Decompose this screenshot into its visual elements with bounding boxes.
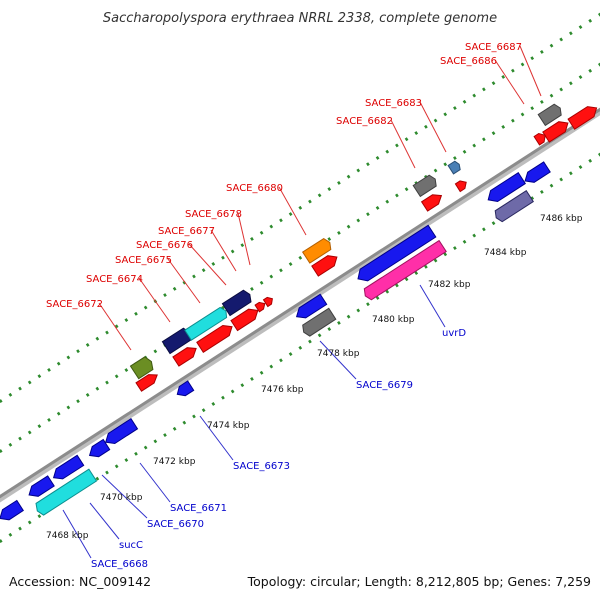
gene-label-forward[interactable]: SACE_6674 bbox=[86, 274, 143, 285]
gene-feature-sace-6679[interactable] bbox=[302, 307, 337, 337]
gene-feature-red[interactable] bbox=[254, 301, 266, 313]
gene-label-forward[interactable]: SACE_6683 bbox=[365, 98, 422, 109]
leader-line bbox=[167, 258, 201, 304]
gene-feature-blue[interactable] bbox=[357, 224, 437, 282]
tick-label: 7470 kbp bbox=[100, 493, 143, 503]
tick-label: 7482 kbp bbox=[428, 280, 471, 290]
gene-label-reverse[interactable]: SACE_6679 bbox=[356, 380, 413, 391]
gene-feature-sace-6673[interactable] bbox=[176, 380, 195, 397]
gene-label-forward[interactable]: SACE_6686 bbox=[440, 56, 497, 67]
gene-label-reverse[interactable]: SACE_6670 bbox=[147, 519, 204, 530]
leader-line bbox=[101, 474, 148, 519]
gene-feature-sace-6687[interactable] bbox=[537, 103, 562, 127]
leader-line bbox=[89, 502, 120, 540]
gene-feature-sace-6680[interactable] bbox=[302, 238, 332, 264]
gene-feature-succ[interactable] bbox=[35, 468, 98, 516]
gene-feature-sace-6672[interactable] bbox=[129, 356, 154, 380]
gene-label-forward[interactable]: SACE_6678 bbox=[185, 209, 242, 220]
gene-feature-red[interactable] bbox=[135, 374, 158, 392]
leader-line bbox=[519, 45, 542, 97]
gene-feature-blue[interactable] bbox=[88, 438, 111, 458]
gene-feature-blue[interactable] bbox=[524, 161, 551, 183]
gene-feature-sace-6682[interactable] bbox=[412, 174, 437, 198]
leader-line bbox=[139, 462, 171, 503]
genome-title: Saccharopolyspora erythraea NRRL 2338, c… bbox=[103, 11, 497, 26]
gene-feature-red[interactable] bbox=[567, 106, 598, 130]
gene-label-forward[interactable]: SACE_6677 bbox=[158, 226, 215, 237]
gene-label-forward[interactable]: SACE_6680 bbox=[226, 183, 283, 194]
leader-line bbox=[210, 229, 237, 272]
gene-feature-blue[interactable] bbox=[0, 499, 24, 521]
gene-feature-red[interactable] bbox=[262, 296, 273, 308]
gene-label-forward[interactable]: SACE_6672 bbox=[46, 299, 103, 310]
leader-line-layer bbox=[62, 45, 542, 559]
gene-label-reverse[interactable]: SACE_6673 bbox=[233, 461, 290, 472]
dotted-track-layer bbox=[0, 12, 600, 544]
tick-label: 7480 kbp bbox=[372, 315, 415, 325]
leader-line bbox=[98, 302, 132, 351]
gene-feature-red[interactable] bbox=[542, 121, 569, 143]
gene-feature-red[interactable] bbox=[172, 347, 197, 367]
gene-label-forward[interactable]: SACE_6687 bbox=[465, 42, 522, 53]
tick-label: 7484 kbp bbox=[484, 248, 527, 258]
gene-label-forward[interactable]: SACE_6682 bbox=[336, 116, 393, 127]
tick-label: 7474 kbp bbox=[207, 421, 250, 431]
gene-label-reverse[interactable]: SACE_6671 bbox=[170, 503, 227, 514]
leader-line bbox=[62, 509, 92, 559]
gene-feature-red[interactable] bbox=[454, 180, 467, 193]
leader-line bbox=[319, 340, 357, 380]
gene-feature-uvrd[interactable] bbox=[363, 239, 447, 301]
accession-text: Accession: NC_009142 bbox=[9, 574, 151, 589]
leader-line bbox=[199, 415, 234, 461]
feature-layer bbox=[0, 103, 598, 521]
leader-line bbox=[419, 284, 446, 328]
gene-feature-red[interactable] bbox=[230, 308, 259, 332]
gene-feature-blue[interactable] bbox=[105, 418, 139, 445]
gene-feature-red[interactable] bbox=[311, 255, 338, 277]
gene-feature-blue[interactable] bbox=[295, 293, 328, 319]
dotted-track-reverse bbox=[0, 152, 600, 544]
gene-feature-blue[interactable] bbox=[28, 475, 55, 497]
genome-backbone bbox=[0, 107, 600, 499]
dotted-track-forward bbox=[0, 62, 600, 454]
gene-label-forward[interactable]: SACE_6676 bbox=[136, 240, 193, 251]
gene-feature-red[interactable] bbox=[533, 132, 546, 146]
gene-label-forward[interactable]: SACE_6675 bbox=[115, 255, 172, 266]
gene-label-reverse[interactable]: sucC bbox=[119, 540, 143, 551]
gene-feature-navy[interactable] bbox=[221, 289, 252, 317]
tick-label-layer: 7468 kbp 7470 kbp 7472 kbp 7474 kbp 7476 kbp… bbox=[46, 214, 583, 541]
tick-label: 7476 kbp bbox=[261, 385, 304, 395]
leader-line bbox=[237, 212, 251, 266]
leader-line bbox=[278, 186, 307, 236]
gene-feature-sace-6683[interactable] bbox=[447, 160, 461, 175]
gene-label-reverse[interactable]: uvrD bbox=[442, 328, 466, 339]
dotted-track-outer bbox=[0, 12, 600, 404]
backbone-layer bbox=[0, 107, 600, 503]
gene-label-reverse[interactable]: SACE_6668 bbox=[91, 559, 148, 570]
gene-feature-blue[interactable] bbox=[487, 172, 526, 203]
tick-label: 7472 kbp bbox=[153, 457, 196, 467]
tick-label: 7486 kbp bbox=[540, 214, 583, 224]
gene-feature-red[interactable] bbox=[420, 194, 443, 212]
leader-line bbox=[419, 101, 447, 153]
gene-feature-red[interactable] bbox=[196, 324, 233, 353]
gene-feature-purple[interactable] bbox=[494, 190, 534, 223]
leader-line bbox=[188, 243, 227, 286]
leader-line bbox=[138, 277, 171, 323]
leader-line bbox=[494, 59, 525, 105]
leader-line bbox=[390, 119, 416, 169]
tick-label: 7478 kbp bbox=[317, 349, 360, 359]
tick-label: 7468 kbp bbox=[46, 531, 89, 541]
genome-backbone-shadow bbox=[0, 109, 600, 503]
gene-feature-cyan[interactable] bbox=[184, 306, 228, 341]
genome-stats-text: Topology: circular; Length: 8,212,805 bp… bbox=[247, 574, 591, 589]
gene-label-layer: SACE_6672 SACE_6674 SACE_6675 SACE_6676 SACE… bbox=[46, 42, 522, 570]
gene-feature-blue[interactable] bbox=[52, 454, 85, 480]
